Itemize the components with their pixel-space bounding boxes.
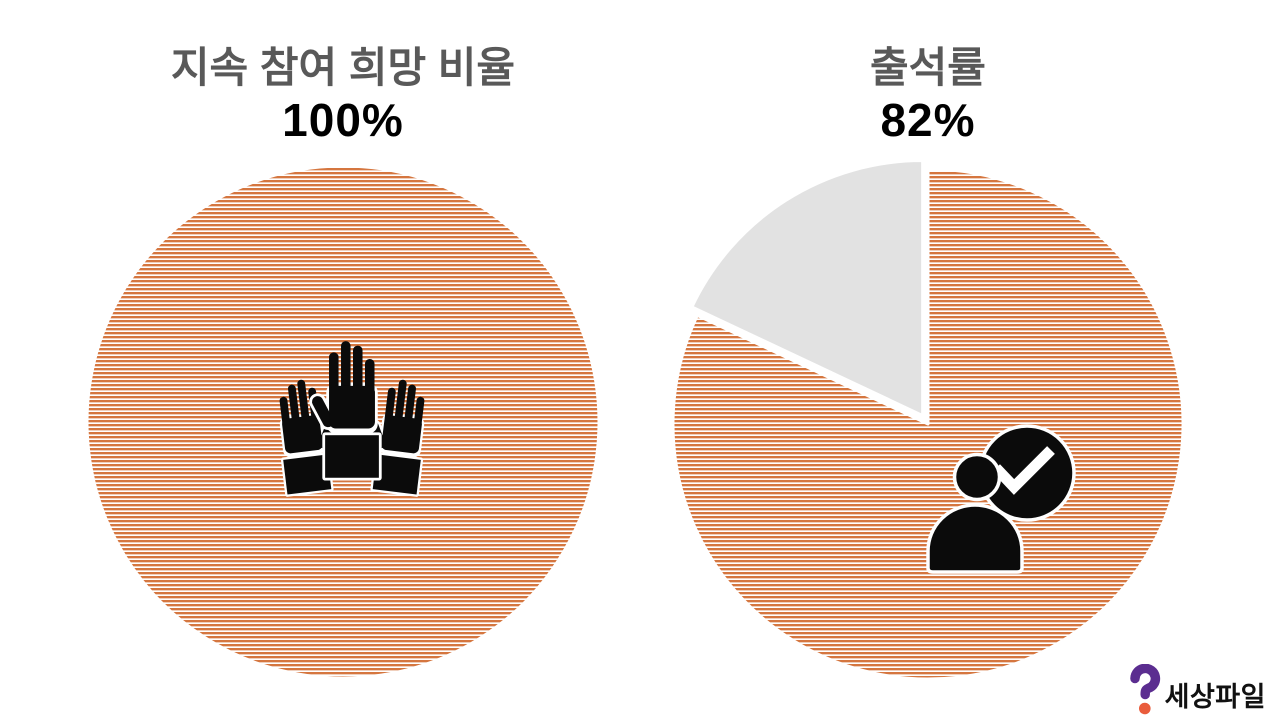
participation-title: 지속 참여 희망 비율 [170, 44, 516, 91]
attendance-value: 82% [880, 94, 976, 147]
question-mark-icon [1129, 664, 1160, 715]
participation-title-block: 지속 참여 희망 비율 100% [63, 42, 623, 148]
attendance-slice-main [671, 167, 1185, 681]
attendance-pie [671, 159, 1185, 681]
participation-value: 100% [282, 94, 404, 147]
person-head [952, 452, 1002, 502]
person-check-icon [926, 424, 1076, 574]
logo-text: 세상파일 [1164, 682, 1266, 712]
person-body [926, 503, 1024, 574]
sesangpile-logo: 세상파일 [1127, 664, 1266, 716]
logo-dot-icon [1138, 702, 1151, 715]
attendance-title: 출석률 [870, 44, 986, 91]
attendance-title-block: 출석률 82% [678, 42, 1178, 148]
attendance-slice-remainder [690, 159, 925, 418]
checkmark-icon [992, 446, 1055, 495]
